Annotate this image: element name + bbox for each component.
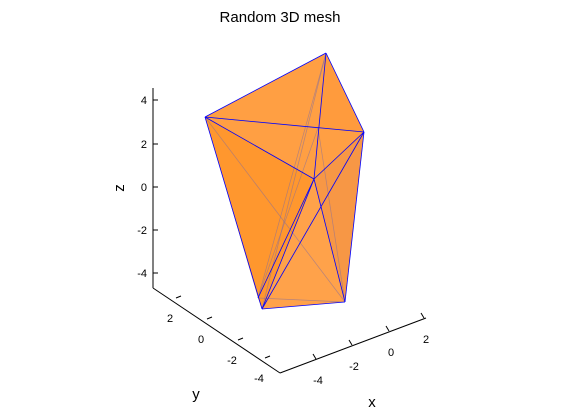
mesh-edge xyxy=(204,116,263,310)
z-tick-label: -2 xyxy=(137,225,147,237)
mesh-hidden-edge xyxy=(257,52,327,299)
chart-title: Random 3D mesh xyxy=(220,9,341,26)
x-tick-label: 0 xyxy=(388,347,394,359)
y-axis-label: y xyxy=(192,386,200,403)
mesh-edge xyxy=(325,52,365,133)
y-tick-label: 2 xyxy=(167,313,173,325)
z-axis-ticks: -4 -2 0 2 4 xyxy=(137,95,158,280)
mesh-edge xyxy=(204,52,327,118)
z-tick-label: 0 xyxy=(141,182,147,194)
mesh-face xyxy=(314,132,364,302)
y-tick-mark xyxy=(264,355,271,359)
mesh-edge xyxy=(261,301,346,310)
x-tick-label: 2 xyxy=(423,334,429,346)
mesh-hidden-edge xyxy=(317,127,346,303)
y-axis-line xyxy=(152,287,281,374)
mesh-hidden-edge xyxy=(257,127,319,299)
x-axis-line xyxy=(279,317,427,374)
x-axis-ticks: -4 -2 0 2 xyxy=(312,312,429,387)
mesh-edge xyxy=(261,178,315,310)
y-tick-mark xyxy=(206,316,213,320)
z-tick-label: 4 xyxy=(141,95,147,107)
z-axis-label: z xyxy=(111,184,128,192)
mesh-edge xyxy=(204,116,315,180)
mesh-face xyxy=(262,179,345,309)
y-tick-mark xyxy=(175,295,182,299)
y-axis-ticks: -4 -2 0 2 xyxy=(167,295,271,385)
mesh-edge xyxy=(313,52,327,180)
mesh-edge xyxy=(257,178,315,299)
y-tick-label: -2 xyxy=(227,355,237,367)
mesh-edge xyxy=(313,131,365,180)
mesh-edge xyxy=(261,131,365,310)
mesh-hidden-edge xyxy=(204,116,346,303)
mesh-edge xyxy=(313,178,346,303)
z-tick-label: 2 xyxy=(141,139,147,151)
x-tick-mark xyxy=(385,325,390,332)
y-tick-mark xyxy=(237,337,244,341)
x-tick-mark xyxy=(348,339,353,346)
mesh-face xyxy=(318,53,364,132)
mesh-edge xyxy=(204,116,365,133)
mesh-edges xyxy=(204,52,365,310)
z-tick-label: -4 xyxy=(137,268,147,280)
y-tick-label: -4 xyxy=(254,373,264,385)
mesh-hidden-edge xyxy=(257,297,346,303)
mesh-face xyxy=(205,117,314,309)
mesh-edge xyxy=(344,131,365,303)
x-tick-mark xyxy=(312,353,317,360)
x-axis-label: x xyxy=(368,394,376,411)
x-tick-label: -4 xyxy=(313,375,323,387)
x-tick-label: -2 xyxy=(349,361,359,373)
x-tick-mark xyxy=(420,312,425,319)
y-tick-label: 0 xyxy=(198,334,204,346)
